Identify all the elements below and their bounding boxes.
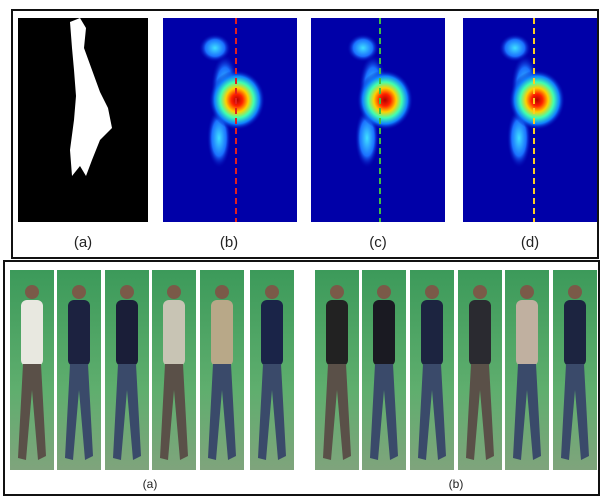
photo: [553, 270, 597, 470]
head: [520, 285, 534, 299]
photo: [105, 270, 149, 470]
head: [473, 285, 487, 299]
torso: [21, 300, 43, 366]
panel-label: (a): [143, 477, 158, 491]
torso: [373, 300, 395, 366]
panel-label: (d): [521, 234, 539, 251]
heatmap-b: [163, 18, 297, 222]
torso: [261, 300, 283, 366]
photo: [152, 270, 196, 470]
heatmap-c: [311, 18, 445, 222]
head: [167, 285, 181, 299]
panel-label: (c): [369, 234, 387, 251]
head: [377, 285, 391, 299]
photo: [10, 270, 54, 470]
photo: [315, 270, 359, 470]
photo: [57, 270, 101, 470]
heatmap-d: [463, 18, 597, 222]
panel-label: (b): [449, 477, 464, 491]
torso: [469, 300, 491, 366]
torso: [564, 300, 586, 366]
panel-label: (b): [220, 234, 238, 251]
photo: [200, 270, 244, 470]
head: [425, 285, 439, 299]
head: [265, 285, 279, 299]
torso: [211, 300, 233, 366]
head: [215, 285, 229, 299]
torso: [326, 300, 348, 366]
photo: [362, 270, 406, 470]
photo: [410, 270, 454, 470]
head: [568, 285, 582, 299]
photo: [458, 270, 502, 470]
torso: [116, 300, 138, 366]
torso: [421, 300, 443, 366]
torso: [163, 300, 185, 366]
photo: [250, 270, 294, 470]
photo-strip: [10, 270, 597, 470]
head: [330, 285, 344, 299]
head: [120, 285, 134, 299]
torso: [516, 300, 538, 366]
head: [72, 285, 86, 299]
torso: [68, 300, 90, 366]
panel-label: (a): [74, 234, 92, 251]
photo: [505, 270, 549, 470]
figure: (a) (b) (c) (d) (a) (b): [0, 0, 601, 496]
head: [25, 285, 39, 299]
